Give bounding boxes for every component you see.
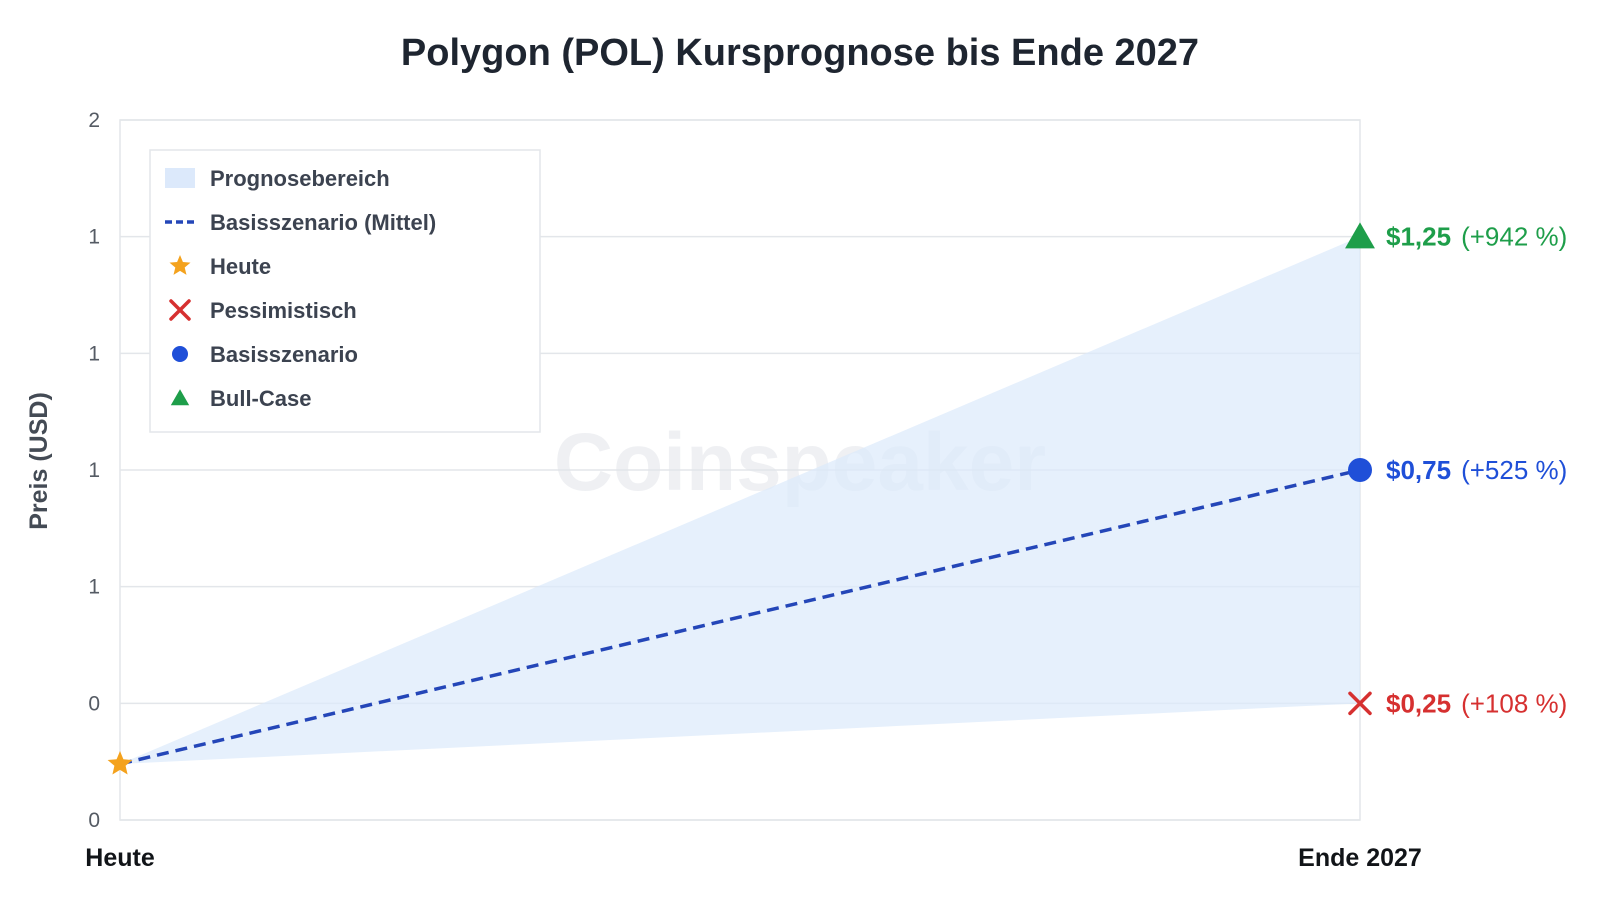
- legend-item-label: Basisszenario: [210, 342, 358, 367]
- scenario-annotation: $0,75 (+525 %): [1386, 455, 1567, 485]
- scenario-price-label: $0,75: [1386, 455, 1451, 485]
- x-scenario-marker: [1348, 691, 1372, 716]
- scenario-annotations: $0,25 (+108 %) $0,75 (+525 %) $1,25 (+942 %): [1386, 222, 1567, 719]
- scenario-price-label: $1,25: [1386, 222, 1451, 252]
- x-scenario-marker-stroke-b: [1348, 691, 1372, 716]
- y-tick-labels: 0 0 1 1 1 1 2: [88, 109, 100, 832]
- y-tick-label: 0: [88, 809, 100, 832]
- y-tick-label: 1: [88, 226, 100, 249]
- x-tick-label: Ende 2027: [1298, 844, 1422, 872]
- scenario-annotation: $0,25 (+108 %): [1386, 688, 1567, 718]
- y-tick-label: 2: [88, 109, 100, 132]
- legend-triangle-swatch: [170, 389, 190, 406]
- plot-area: [107, 222, 1375, 775]
- y-tick-label: 1: [88, 342, 100, 365]
- legend-item-label: Pessimistisch: [210, 298, 357, 323]
- x-tick-label: Heute: [85, 844, 155, 872]
- x-tick-labels: Heute Ende 2027: [85, 844, 1422, 872]
- legend-circle-swatch: [172, 346, 188, 362]
- y-axis-label: Preis (USD): [25, 392, 53, 530]
- scenario-percent-label: (+525 %): [1461, 455, 1567, 485]
- legend-item-label: Basisszenario (Mittel): [210, 210, 436, 235]
- chart-title: Polygon (POL) Kursprognose bis Ende 2027: [400, 32, 1200, 74]
- legend-area-swatch: [165, 168, 195, 188]
- scenario-percent-label: (+108 %): [1461, 688, 1567, 718]
- scenario-annotation: $1,25 (+942 %): [1386, 222, 1567, 252]
- legend-item-label: Bull-Case: [210, 386, 311, 411]
- triangle-scenario-marker: [1345, 222, 1375, 249]
- base-scenario-line: [119, 468, 1361, 766]
- today-star-marker: [107, 751, 133, 775]
- y-tick-label: 1: [88, 576, 100, 599]
- legend: Prognosebereich Basisszenario (Mittel) Heu…: [149, 149, 541, 433]
- y-tick-label: 0: [88, 692, 100, 715]
- scenario-price-label: $0,25: [1386, 688, 1451, 718]
- legend-x-swatch-stroke-b: [169, 299, 191, 321]
- legend-item-label: Prognosebereich: [210, 166, 390, 191]
- legend-star-swatch: [169, 255, 191, 275]
- scenario-percent-label: (+942 %): [1461, 222, 1567, 252]
- legend-item-label: Heute: [210, 254, 271, 279]
- y-tick-label: 1: [88, 459, 100, 482]
- forecast-range-area: [120, 236, 1360, 764]
- legend-x-swatch: [169, 299, 191, 321]
- legend-box: [149, 149, 541, 433]
- circle-scenario-marker: [1348, 458, 1372, 482]
